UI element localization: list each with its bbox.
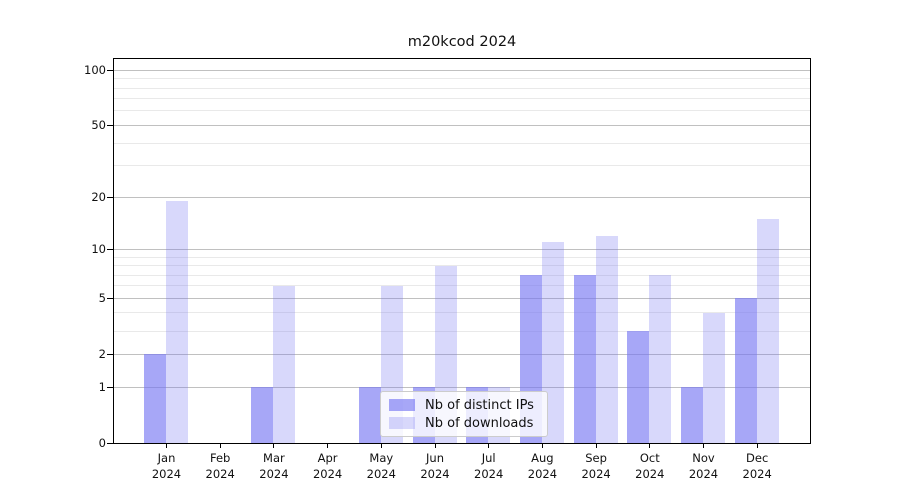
gridline-minor-60 bbox=[114, 110, 810, 111]
legend-entry-distinct-ips: Nb of distinct IPs bbox=[389, 397, 539, 413]
gridline-minor-30 bbox=[114, 165, 810, 166]
gridline-minor-3 bbox=[114, 331, 810, 332]
x-axis-tick-feb bbox=[220, 444, 221, 448]
plot-area bbox=[107, 58, 811, 448]
y-axis-tick-20 bbox=[107, 197, 113, 198]
gridline-10 bbox=[114, 249, 810, 250]
y-tick-label-20: 20 bbox=[91, 190, 106, 205]
bar-ips-oct bbox=[627, 331, 649, 443]
y-axis-tick-50 bbox=[107, 125, 113, 126]
legend-label-distinct-ips: Nb of distinct IPs bbox=[425, 397, 534, 413]
y-axis-tick-100 bbox=[107, 70, 113, 71]
y-tick-label-5: 5 bbox=[98, 291, 106, 306]
gridline-minor-6 bbox=[114, 285, 810, 286]
legend-label-downloads: Nb of downloads bbox=[425, 415, 534, 431]
legend-swatch-downloads bbox=[389, 417, 415, 429]
x-tick-label-feb: Feb 2024 bbox=[205, 451, 235, 481]
x-tick-label-nov: Nov 2024 bbox=[688, 451, 719, 481]
x-axis-tick-apr bbox=[327, 444, 328, 448]
y-axis-tick-10 bbox=[107, 249, 113, 250]
x-tick-label-oct: Oct 2024 bbox=[635, 451, 665, 481]
gridline-minor-70 bbox=[114, 98, 810, 99]
bar-downloads-jan bbox=[166, 201, 188, 443]
x-tick-label-jan: Jan 2024 bbox=[151, 451, 182, 481]
bar-ips-nov bbox=[681, 387, 703, 443]
gridline-100 bbox=[114, 70, 810, 71]
gridline-5 bbox=[114, 298, 810, 299]
x-tick-label-dec: Dec 2024 bbox=[742, 451, 772, 481]
x-axis-tick-jul bbox=[488, 444, 489, 448]
x-axis-tick-nov bbox=[703, 444, 704, 448]
y-tick-label-10: 10 bbox=[91, 242, 106, 257]
y-axis-tick-1 bbox=[107, 387, 113, 388]
gridline-minor-8 bbox=[114, 265, 810, 266]
x-tick-label-apr: Apr 2024 bbox=[312, 451, 343, 481]
bar-downloads-dec bbox=[757, 219, 779, 443]
gridline-minor-90 bbox=[114, 78, 810, 79]
x-tick-label-aug: Aug 2024 bbox=[527, 451, 558, 481]
x-axis-tick-may bbox=[381, 444, 382, 448]
x-axis-tick-jan bbox=[166, 444, 167, 448]
gridline-minor-4 bbox=[114, 312, 810, 313]
x-axis-tick-mar bbox=[273, 444, 274, 448]
legend: Nb of distinct IPs Nb of downloads bbox=[380, 391, 548, 437]
gridline-minor-7 bbox=[114, 275, 810, 276]
legend-swatch-distinct-ips bbox=[389, 399, 415, 411]
x-tick-label-mar: Mar 2024 bbox=[259, 451, 289, 481]
x-axis-tick-jun bbox=[435, 444, 436, 448]
y-tick-label-100: 100 bbox=[84, 63, 106, 78]
x-axis-tick-oct bbox=[649, 444, 650, 448]
y-tick-label-2: 2 bbox=[98, 347, 106, 362]
gridline-20 bbox=[114, 197, 810, 198]
bar-downloads-oct bbox=[649, 275, 671, 443]
x-axis-tick-aug bbox=[542, 444, 543, 448]
legend-entry-downloads: Nb of downloads bbox=[389, 415, 539, 431]
x-tick-label-jun: Jun 2024 bbox=[420, 451, 450, 481]
y-axis-tick-2 bbox=[107, 354, 113, 355]
y-tick-label-1: 1 bbox=[98, 380, 106, 394]
bar-ips-may bbox=[359, 387, 381, 443]
bar-ips-jan bbox=[144, 354, 166, 443]
y-tick-label-0: 0 bbox=[98, 436, 106, 450]
y-tick-label-50: 50 bbox=[91, 118, 106, 133]
bar-downloads-nov bbox=[703, 312, 725, 443]
gridline-minor-40 bbox=[114, 143, 810, 144]
gridline-50 bbox=[114, 125, 810, 126]
gridline-1 bbox=[114, 387, 810, 388]
bar-downloads-sep bbox=[596, 235, 618, 443]
y-axis-tick-5 bbox=[107, 298, 113, 299]
y-axis-tick-0 bbox=[107, 443, 113, 444]
gridline-2 bbox=[114, 354, 810, 355]
x-tick-label-may: May 2024 bbox=[366, 451, 396, 481]
bar-downloads-mar bbox=[273, 285, 295, 443]
bar-ips-mar bbox=[251, 387, 273, 443]
bar-ips-dec bbox=[735, 298, 757, 443]
x-tick-label-jul: Jul 2024 bbox=[474, 451, 504, 481]
x-axis-tick-dec bbox=[757, 444, 758, 448]
gridline-minor-80 bbox=[114, 88, 810, 89]
x-axis-tick-sep bbox=[596, 444, 597, 448]
bar-ips-sep bbox=[574, 275, 596, 443]
gridline-minor-9 bbox=[114, 257, 810, 258]
x-tick-label-sep: Sep 2024 bbox=[581, 451, 611, 481]
chart-title: m20kcod 2024 bbox=[407, 34, 517, 50]
